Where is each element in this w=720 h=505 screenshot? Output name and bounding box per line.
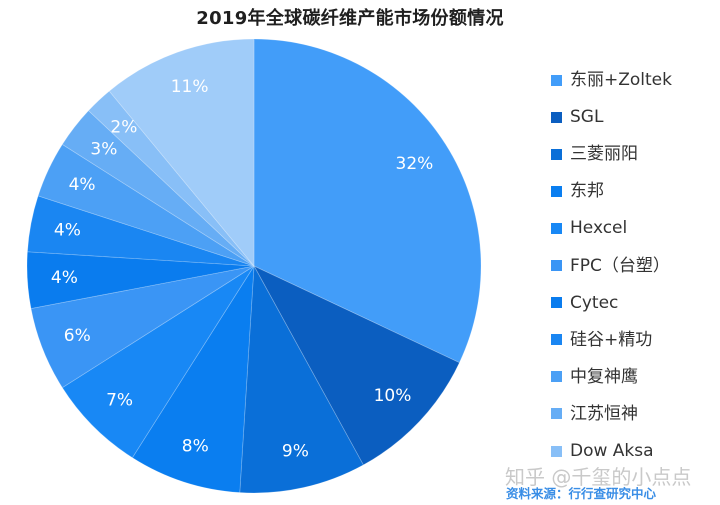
- slice-data-label: 10%: [374, 386, 412, 406]
- legend-swatch: [551, 408, 562, 420]
- slice-data-label: 2%: [110, 118, 137, 138]
- legend-item: 江苏恒神: [551, 403, 638, 425]
- watermark: 知乎 @千玺的小点点: [505, 465, 692, 489]
- legend-swatch: [551, 297, 562, 309]
- pie-slice: [239, 264, 364, 494]
- legend-swatch: [551, 445, 562, 457]
- pie-slice: [30, 265, 255, 389]
- legend-label: FPC（台塑）: [570, 255, 670, 276]
- pie-slice: [108, 38, 255, 268]
- chart-legend: 东丽+Zoltek SGL 三菱丽阳东邦 Hexcel FPC（台塑） Cytec 硅谷+精…: [551, 0, 720, 470]
- legend-item: 东邦: [551, 180, 604, 202]
- legend-swatch: [551, 111, 562, 123]
- legend-label: 硅谷+精功: [570, 329, 653, 350]
- legend-swatch: [551, 334, 562, 346]
- legend-item: Dow Aksa: [551, 440, 654, 462]
- slice-data-label: 11%: [171, 77, 209, 97]
- legend-swatch: [551, 74, 562, 86]
- pie-slice: [37, 143, 255, 267]
- source-note: 资料来源：行行查研究中心: [506, 486, 657, 501]
- pie-slice: [61, 110, 255, 267]
- legend-label: 中复神鹰: [570, 366, 638, 387]
- legend-swatch: [551, 148, 562, 160]
- legend-swatch: [551, 185, 562, 197]
- pie-slice: [27, 195, 255, 267]
- slice-data-label: 4%: [69, 175, 96, 195]
- legend-label: 东丽+Zoltek: [570, 70, 672, 90]
- legend-label: Hexcel: [570, 218, 628, 239]
- legend-label: 三菱丽阳: [570, 144, 638, 165]
- legend-item: FPC（台塑）: [551, 255, 670, 277]
- legend-swatch: [551, 371, 562, 383]
- legend-label: Dow Aksa: [570, 441, 654, 461]
- pie-data-labels: 32% 10% 9% 8% 7% 6% 4% 4% 4% 3%2% 11%: [51, 77, 433, 461]
- legend-label: Cytec: [570, 292, 619, 313]
- chart-title: 2019年全球碳纤维产能市场份额情况: [196, 8, 504, 29]
- legend-item: Cytec: [551, 292, 618, 314]
- legend-item: SGL: [551, 106, 603, 128]
- slice-data-label: 4%: [51, 268, 78, 288]
- legend-label: 东邦: [570, 181, 604, 202]
- slice-data-label: 4%: [54, 220, 81, 240]
- legend-label: SGL: [570, 107, 604, 128]
- legend-swatch: [551, 260, 562, 271]
- pie-slice: [87, 90, 255, 267]
- pie-slice: [131, 265, 255, 493]
- legend-swatch: [551, 222, 562, 234]
- slice-data-label: 8%: [182, 437, 209, 457]
- legend-item: 三菱丽阳: [551, 143, 638, 165]
- legend-label: 江苏恒神: [570, 403, 638, 424]
- slice-data-label: 6%: [64, 326, 91, 346]
- legend-item: Hexcel: [551, 217, 627, 239]
- slice-data-label: 9%: [282, 441, 309, 461]
- pie-slice: [26, 251, 255, 310]
- legend-item: 东丽+Zoltek: [551, 69, 672, 91]
- pie-slice: [253, 38, 482, 364]
- pie-slices: [26, 38, 482, 494]
- pie-slice: [61, 265, 255, 459]
- slice-data-label: 7%: [106, 390, 133, 410]
- pie-slice: [253, 265, 460, 466]
- slice-data-label: 32%: [396, 154, 434, 174]
- slice-data-label: 3%: [90, 140, 117, 160]
- legend-item: 中复神鹰: [551, 366, 638, 388]
- legend-item: 硅谷+精功: [551, 329, 652, 351]
